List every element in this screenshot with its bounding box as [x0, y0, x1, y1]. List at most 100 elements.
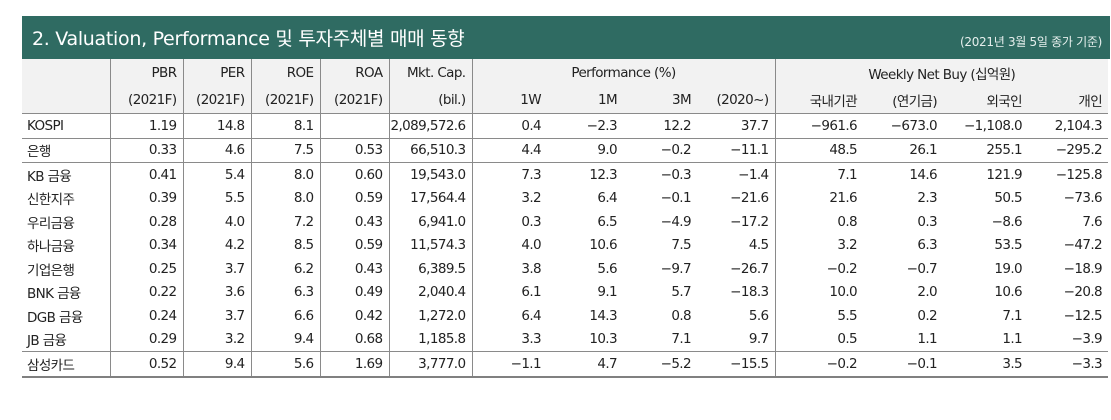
row-name: 우리금융 — [22, 210, 111, 234]
cell-retail: −3.3 — [1028, 351, 1109, 378]
cell-pension: 6.3 — [917, 237, 938, 254]
cell-per: 3.7 — [183, 257, 252, 281]
cell-3m: −5.2 — [623, 351, 697, 378]
cell-foreign: 255.1 — [943, 138, 1029, 163]
cell-pbr: 0.41 — [110, 162, 184, 187]
cell-roa: 1.69 — [320, 351, 390, 378]
cell-roa: 0.43 — [320, 210, 390, 234]
cell-1w: 3.2 — [521, 190, 541, 207]
valuation-table: PBR PER ROE ROA Mkt. Cap. Performance (%… — [22, 59, 1109, 378]
cell-mktcap: 6,389.5 — [389, 257, 473, 281]
cell-pbr: 0.34 — [110, 233, 184, 257]
cell-ytd: −15.5 — [697, 351, 776, 378]
cell-pbr: 0.33 — [110, 138, 184, 163]
cell-1m: 9.1 — [597, 284, 617, 301]
cell-roe: 8.5 — [251, 233, 321, 257]
cell-3m: 0.8 — [671, 307, 691, 324]
table-row: 신한지주 0.39 5.5 8.0 0.59 17,564.4 3.2 6.4 … — [22, 186, 1108, 210]
cell-institution: 0.8 — [837, 213, 858, 230]
cell-pension: 26.1 — [863, 138, 944, 163]
cell-3m: −0.1 — [660, 190, 692, 207]
cell-per: 3.6 — [183, 280, 252, 304]
header-row-2: (2021F) (2021F) (2021F) (2021F) (bil.) 1… — [22, 86, 1109, 114]
header-mktcap: Mkt. Cap. — [389, 59, 473, 86]
cell-foreign: 7.1 — [1002, 307, 1023, 324]
cell-1w: 3.8 — [521, 260, 541, 277]
cell-1m: 4.7 — [547, 351, 623, 378]
header-1m: 1M — [547, 86, 623, 114]
cell-mktcap: 1,185.8 — [389, 327, 473, 352]
cell-1m: 6.5 — [597, 213, 617, 230]
cell-roe: 8.0 — [251, 162, 321, 187]
header-1w: 1W — [472, 86, 547, 114]
cell-1m: 14.3 — [589, 307, 617, 324]
cell-1m: 5.6 — [597, 260, 617, 277]
row-name: KB 금융 — [22, 162, 111, 187]
cell-1w: 6.4 — [521, 307, 541, 324]
cell-roe: 5.6 — [251, 351, 321, 378]
cell-mktcap: 2,089,572.6 — [389, 113, 473, 139]
cell-ytd: −17.2 — [697, 210, 776, 234]
cell-pension: −0.7 — [906, 260, 938, 277]
cell-per: 9.4 — [183, 351, 252, 378]
cell-pbr: 0.28 — [110, 210, 184, 234]
cell-pension: 0.2 — [917, 307, 938, 324]
cell-mktcap: 66,510.3 — [389, 138, 473, 163]
table-row: BNK 금융 0.22 3.6 6.3 0.49 2,040.4 6.1 9.1… — [22, 280, 1108, 304]
cell-mktcap: 6,941.0 — [389, 210, 473, 234]
header-roe: ROE — [251, 59, 321, 86]
cell-roe: 8.1 — [251, 113, 321, 139]
cell-pbr: 0.24 — [110, 304, 184, 328]
cell-pension: 0.3 — [917, 213, 938, 230]
header-roe-year: (2021F) — [251, 86, 321, 114]
cell-mktcap: 19,543.0 — [389, 162, 473, 187]
cell-1w: 7.3 — [521, 166, 541, 183]
table-row: KOSPI 1.19 14.8 8.1 2,089,572.6 0.4 −2.3… — [22, 113, 1109, 139]
table-row: 은행 0.33 4.6 7.5 0.53 66,510.3 4.4 9.0 −0… — [22, 138, 1109, 163]
cell-foreign: 53.5 — [994, 237, 1023, 254]
cell-pension: 1.1 — [863, 327, 944, 352]
cell-roa: 0.60 — [320, 162, 390, 187]
header-per: PER — [183, 59, 252, 86]
row-name: KOSPI — [22, 113, 111, 139]
cell-ytd: 9.7 — [697, 327, 776, 352]
cell-pension: 14.6 — [909, 166, 938, 183]
cell-mktcap: 2,040.4 — [389, 280, 473, 304]
cell-3m: −4.9 — [660, 213, 692, 230]
table-row: 하나금융 0.34 4.2 8.5 0.59 11,574.3 4.0 10.6… — [22, 233, 1108, 257]
cell-institution: 7.1 — [837, 166, 858, 183]
cell-roa: 0.59 — [320, 233, 390, 257]
cell-retail: 2,104.3 — [1028, 113, 1109, 139]
cell-mktcap: 17,564.4 — [389, 186, 473, 210]
header-roa-year: (2021F) — [320, 86, 390, 114]
cell-3m: 5.7 — [671, 284, 691, 301]
cell-ytd: 5.6 — [697, 304, 776, 328]
cell-institution: 10.0 — [829, 284, 858, 301]
cell-ytd: −18.3 — [697, 280, 776, 304]
cell-retail: −12.5 — [1063, 307, 1103, 324]
cell-roa: 0.42 — [320, 304, 390, 328]
cell-institution: −0.2 — [826, 260, 858, 277]
cell-roa: 0.53 — [320, 138, 390, 163]
cell-roa: 0.68 — [320, 327, 390, 352]
cell-roe: 6.2 — [251, 257, 321, 281]
header-per-year: (2021F) — [183, 86, 252, 114]
row-name: 신한지주 — [22, 186, 111, 210]
cell-foreign: 1.1 — [943, 327, 1029, 352]
cell-1m: 12.3 — [589, 166, 617, 183]
cell-pbr: 0.52 — [110, 351, 184, 378]
cell-1w: 4.0 — [521, 237, 541, 254]
cell-mktcap: 1,272.0 — [389, 304, 473, 328]
cell-institution: 5.5 — [837, 307, 858, 324]
cell-ytd: −21.6 — [697, 186, 776, 210]
header-retail: 개인 — [1028, 86, 1109, 114]
cell-retail: −125.8 — [1055, 166, 1103, 183]
cell-roa: 0.49 — [320, 280, 390, 304]
cell-ytd: −26.7 — [697, 257, 776, 281]
cell-per: 14.8 — [183, 113, 252, 139]
cell-1m: 9.0 — [547, 138, 623, 163]
cell-mktcap: 11,574.3 — [389, 233, 473, 257]
cell-roe: 6.3 — [251, 280, 321, 304]
header-netbuy-group: Weekly Net Buy (십억원) — [775, 59, 1109, 86]
cell-per: 5.4 — [183, 162, 252, 187]
